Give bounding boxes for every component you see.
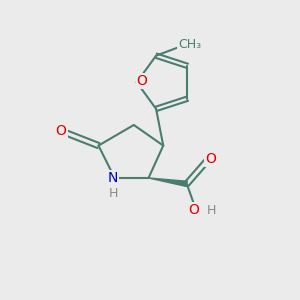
Text: O: O (56, 124, 67, 138)
Text: O: O (189, 203, 200, 218)
Text: CH₃: CH₃ (178, 38, 201, 51)
Text: H: H (206, 204, 216, 217)
Text: H: H (109, 187, 118, 200)
Polygon shape (148, 178, 187, 187)
Text: N: N (108, 171, 119, 185)
Text: O: O (205, 152, 216, 166)
Text: O: O (136, 74, 148, 88)
